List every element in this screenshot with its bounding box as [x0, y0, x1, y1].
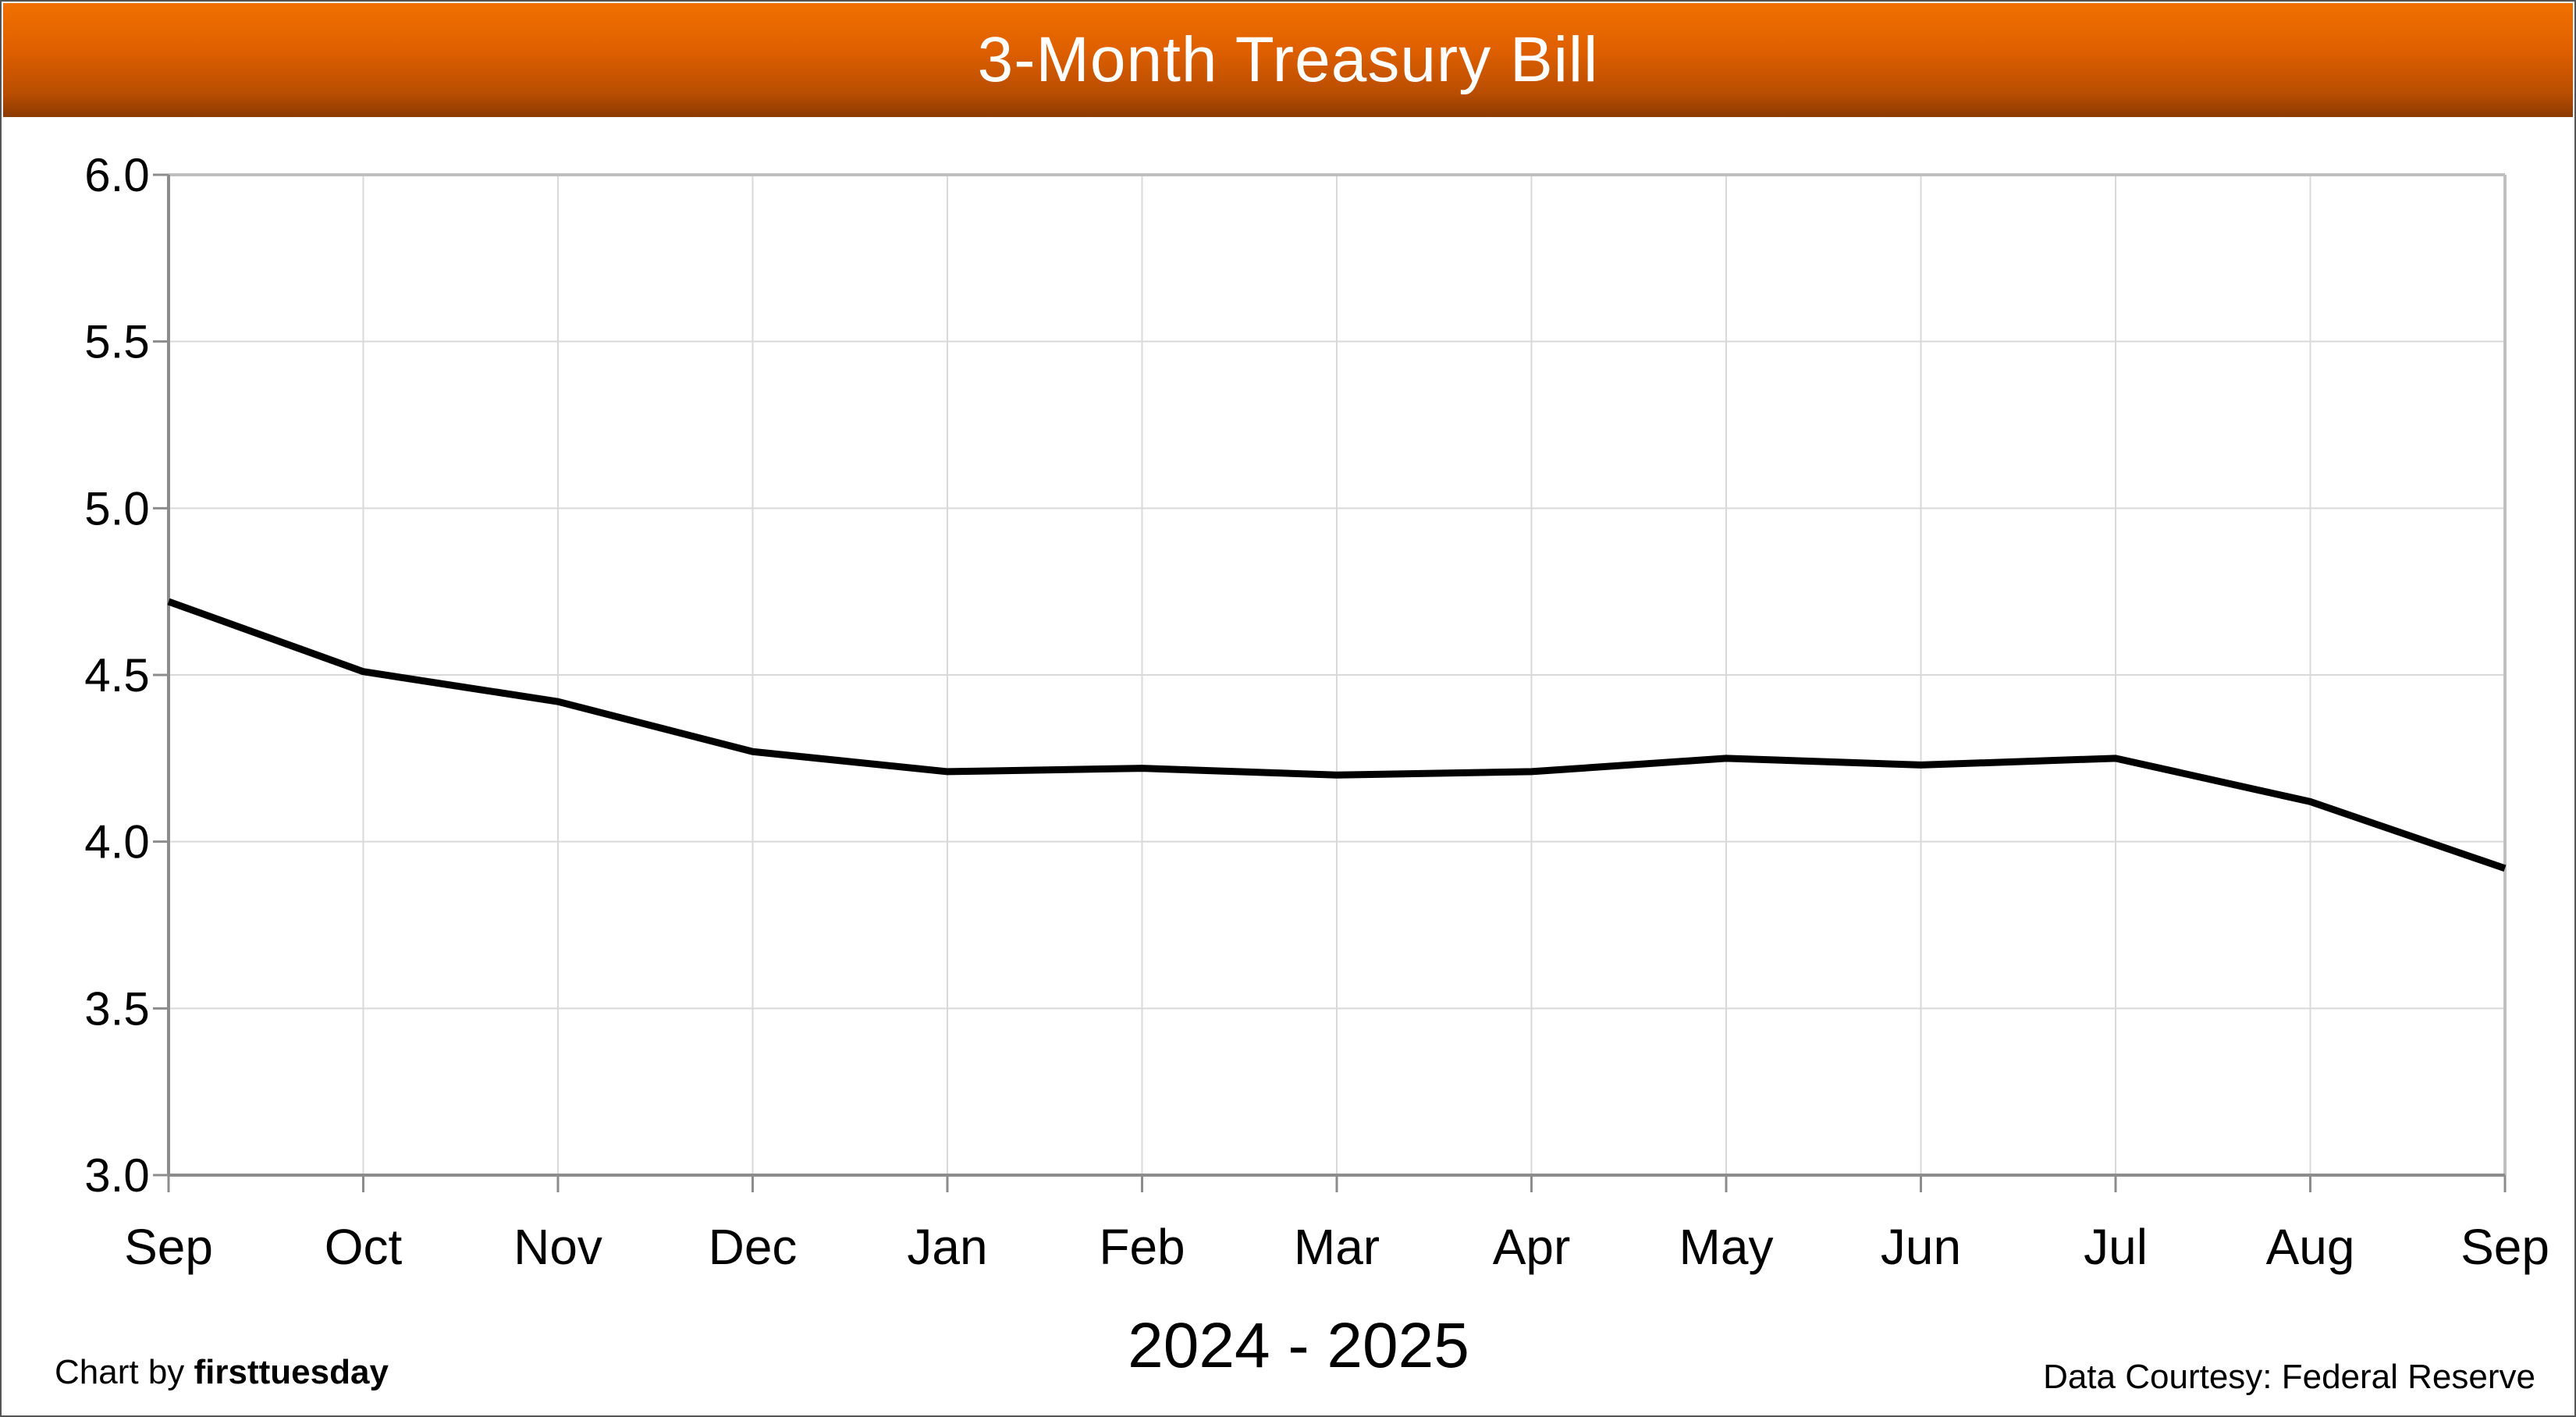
x-axis-tick-labels: Sep Oct Nov Dec Jan Feb Mar Apr May Jun Jul Aug Sep [124, 1219, 2549, 1275]
gridlines [169, 174, 2505, 1175]
chart-credit: Chart by firsttuesday [55, 1353, 389, 1392]
y-tick-label: 5.0 [84, 482, 149, 534]
x-tick-label: Mar [1294, 1219, 1380, 1275]
x-tick-label: Feb [1099, 1219, 1185, 1275]
series-layer [167, 598, 2507, 872]
x-tick-label: Dec [709, 1219, 798, 1275]
x-tick-label: Jul [2084, 1219, 2148, 1275]
y-tick-label: 5.5 [84, 316, 149, 368]
y-axis-tick-labels: 3.0 3.5 4.0 4.5 5.0 5.5 6.0 [84, 149, 149, 1202]
title-bar: 3-Month Treasury Bill [3, 3, 2573, 117]
data-source: Data Courtesy: Federal Reserve [2043, 1358, 2535, 1396]
x-tick-label: May [1679, 1219, 1774, 1275]
y-tick-label: 6.0 [84, 149, 149, 201]
x-tick-label: Sep [2461, 1219, 2549, 1275]
credit-brand: firsttuesday [194, 1353, 389, 1391]
y-tick-label: 3.5 [84, 982, 149, 1035]
credit-prefix: Chart by [55, 1353, 185, 1391]
x-axis-title: 2024 - 2025 [1128, 1310, 1469, 1381]
x-tick-label: Sep [124, 1219, 213, 1275]
y-tick-label: 4.5 [84, 649, 149, 701]
x-tick-label: Oct [325, 1219, 403, 1275]
axes [153, 173, 2507, 1192]
y-tick-label: 4.0 [84, 816, 149, 868]
y-tick-label: 3.0 [84, 1149, 149, 1202]
x-tick-label: Aug [2266, 1219, 2355, 1275]
chart-title: 3-Month Treasury Bill [977, 24, 1599, 95]
x-tick-label: Jan [907, 1219, 987, 1275]
x-tick-label: Jun [1881, 1219, 1961, 1275]
x-tick-label: Apr [1493, 1219, 1571, 1275]
x-tick-label: Nov [513, 1219, 602, 1275]
